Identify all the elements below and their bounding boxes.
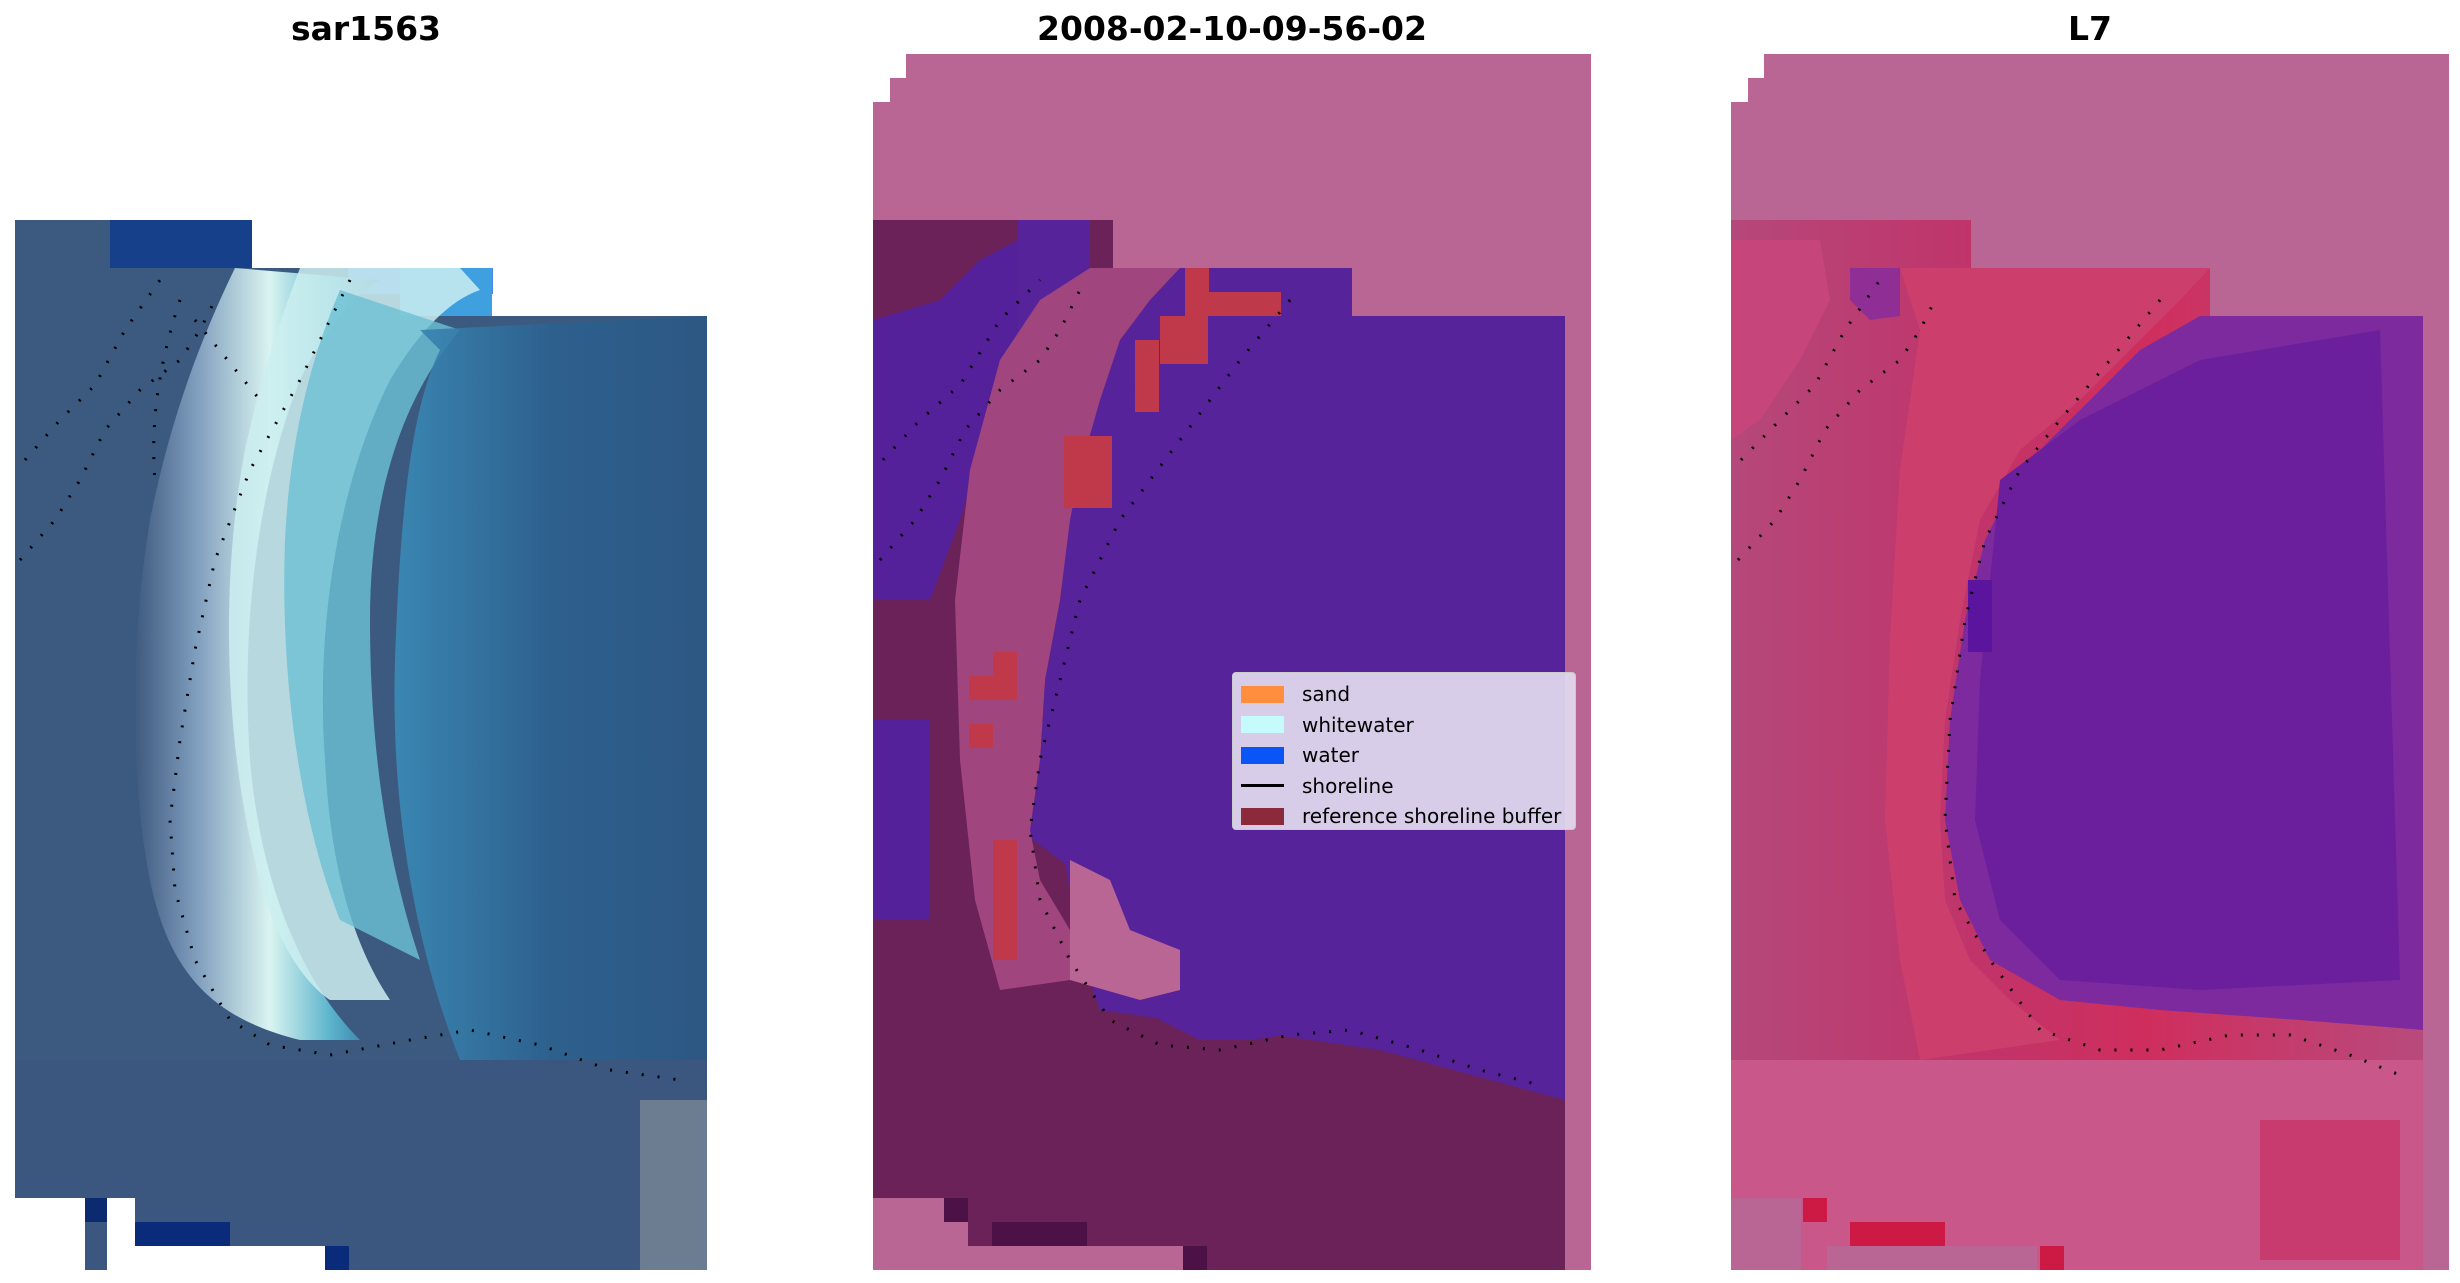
legend-label-sand: sand	[1302, 682, 1351, 707]
right-panel-title: L7	[2068, 9, 2112, 48]
legend-label-shoreline: shoreline	[1302, 773, 1394, 798]
legend-label-reference-buffer: reference shoreline buffer	[1302, 804, 1562, 829]
classification-shoreline	[878, 278, 1541, 1087]
l7-raster	[1731, 54, 2449, 1270]
whitewater-swatch	[1241, 716, 1284, 734]
map-legend: sand whitewater water shoreline referenc…	[1232, 672, 1576, 830]
classification-raster	[873, 54, 1591, 1270]
middle-panel-title: 2008-02-10-09-56-02	[1037, 9, 1427, 48]
legend-item-shoreline: shoreline	[1241, 771, 1567, 802]
reference-buffer-swatch	[1241, 807, 1284, 825]
left-panel-title: sar1563	[290, 9, 442, 48]
water-swatch	[1241, 746, 1284, 764]
legend-item-whitewater: whitewater	[1241, 710, 1567, 741]
shoreline-line-swatch	[1241, 784, 1284, 788]
legend-item-water: water	[1241, 740, 1567, 771]
legend-item-sand: sand	[1241, 679, 1567, 710]
sand-swatch	[1241, 685, 1284, 703]
legend-label-water: water	[1302, 743, 1359, 768]
rgb-raster	[15, 220, 707, 1270]
legend-item-reference-buffer: reference shoreline buffer	[1241, 801, 1567, 832]
legend-label-whitewater: whitewater	[1302, 712, 1414, 737]
